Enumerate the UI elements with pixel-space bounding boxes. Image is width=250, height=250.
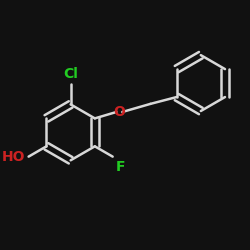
Text: Cl: Cl <box>63 67 78 81</box>
Text: F: F <box>116 160 125 173</box>
Text: HO: HO <box>2 150 26 164</box>
Text: O: O <box>114 105 125 119</box>
